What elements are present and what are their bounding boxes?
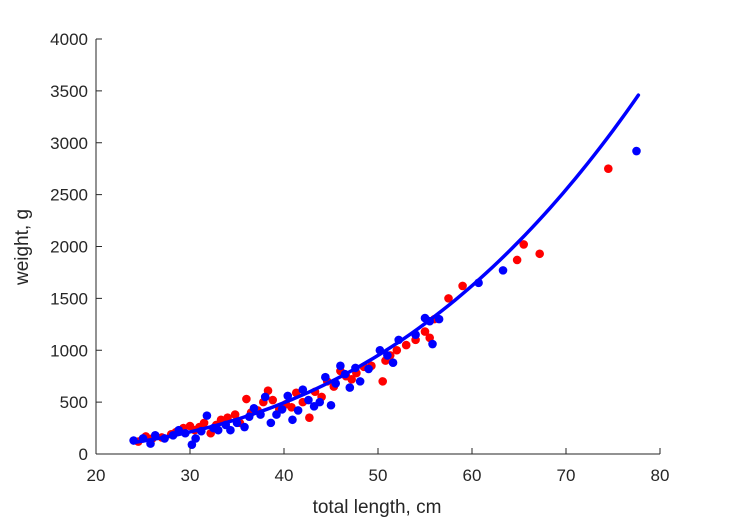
y-tick-label: 2000 [50,238,88,257]
red-data-point [401,340,411,350]
y-axis-label: weight, g [12,209,33,286]
blue-data-point [202,411,212,420]
blue-data-point [191,434,200,443]
fit-curve [131,93,641,445]
red-data-point [392,345,402,355]
y-tick-label: 4000 [50,30,88,49]
blue-data-point [336,361,345,371]
blue-data-point [326,400,336,410]
x-tick-label: 70 [557,466,576,485]
red-data-point [512,255,522,265]
blue-data-point [272,410,281,419]
data-marks [129,93,641,449]
x-tick-label: 60 [463,466,482,485]
blue-data-point [321,372,330,382]
blue-data-point [315,397,325,407]
blue-data-point [498,266,508,275]
red-data-point [458,281,467,291]
red-data-point [444,294,453,303]
blue-data-point [434,314,444,324]
blue-data-point [288,415,297,425]
y-tick-label: 2500 [50,186,88,205]
y-tick-label: 1000 [50,341,88,360]
blue-data-point [266,418,276,428]
x-tick-label: 80 [651,466,670,485]
blue-data-point [304,395,313,405]
blue-data-point [298,385,308,394]
blue-data-point [213,425,223,435]
x-tick-label: 20 [87,466,106,485]
red-data-point [242,394,251,404]
y-tick-label: 500 [60,393,88,412]
blue-data-point [345,383,355,392]
y-tick-label: 3000 [50,134,88,153]
blue-data-point [260,392,270,402]
blue-data-point [355,377,365,386]
red-data-point [378,377,388,386]
red-data-point [535,249,544,259]
red-data-point [347,375,356,384]
red-data-point [604,164,613,173]
blue-data-point [226,425,235,435]
red-data-point [305,413,314,422]
blue-data-point [293,406,303,415]
blue-data-point [428,339,437,349]
y-tick-label: 3500 [50,82,88,101]
y-tick-label: 1500 [50,289,88,308]
blue-data-point [364,364,373,374]
red-data-point [519,240,528,249]
red-data-point [268,395,278,405]
blue-data-point [283,391,293,401]
blue-data-point [632,146,641,156]
x-tick-label: 40 [275,466,294,485]
blue-data-point [277,405,287,414]
blue-data-point [388,358,398,368]
blue-data-point [249,404,259,413]
y-tick-label: 0 [79,445,88,464]
red-data-point [420,327,430,336]
x-axis-label: total length, cm [313,497,442,518]
x-tick-label: 50 [369,466,388,485]
red-data-point [199,418,209,428]
blue-data-point [383,351,392,360]
axes: 20 30 40 50 60 70 80 0 500 1000 1500 2000 2500 3000 35… [50,30,669,485]
x-tick-label: 30 [181,466,200,485]
blue-data-point [240,422,249,432]
blue-data-point [187,440,197,449]
red-data-point [287,403,296,412]
red-data-point [230,410,240,419]
